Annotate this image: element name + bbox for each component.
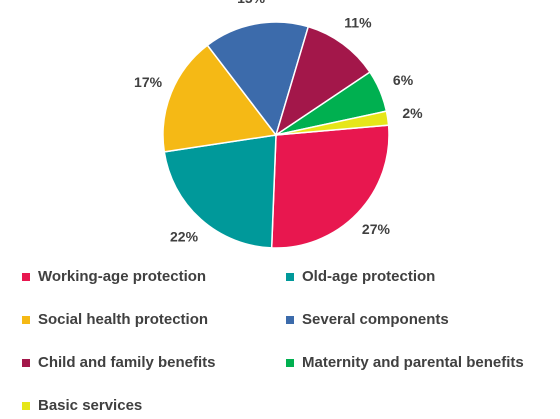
- legend-label: Basic services: [38, 397, 142, 414]
- data-label: 11%: [344, 15, 372, 31]
- pie-slice: [270, 124, 390, 249]
- legend-label: Child and family benefits: [38, 354, 216, 371]
- legend-label: Working-age protection: [38, 268, 206, 285]
- data-label: 2%: [402, 105, 423, 121]
- legend-swatch: [286, 273, 294, 281]
- pie-slice: [274, 25, 371, 137]
- legend-label: Maternity and parental benefits: [302, 354, 524, 371]
- legend-swatch: [22, 402, 30, 410]
- pie-slice: [162, 44, 278, 153]
- legend-swatch: [22, 359, 30, 367]
- legend-label: Old-age protection: [302, 268, 435, 285]
- data-label: 22%: [170, 229, 199, 245]
- data-label: 17%: [134, 74, 163, 90]
- legend-swatch: [286, 316, 294, 324]
- pie-slice: [163, 134, 277, 249]
- pie-slice: [275, 110, 390, 136]
- legend-swatch: [286, 359, 294, 367]
- data-label: 15%: [237, 0, 266, 6]
- legend-swatch: [22, 316, 30, 324]
- pie-slice: [206, 21, 310, 137]
- legend-label: Social health protection: [38, 311, 208, 328]
- data-label: 6%: [393, 72, 414, 88]
- legend-label: Several components: [302, 311, 449, 328]
- data-label: 27%: [362, 221, 391, 237]
- legend-swatch: [22, 273, 30, 281]
